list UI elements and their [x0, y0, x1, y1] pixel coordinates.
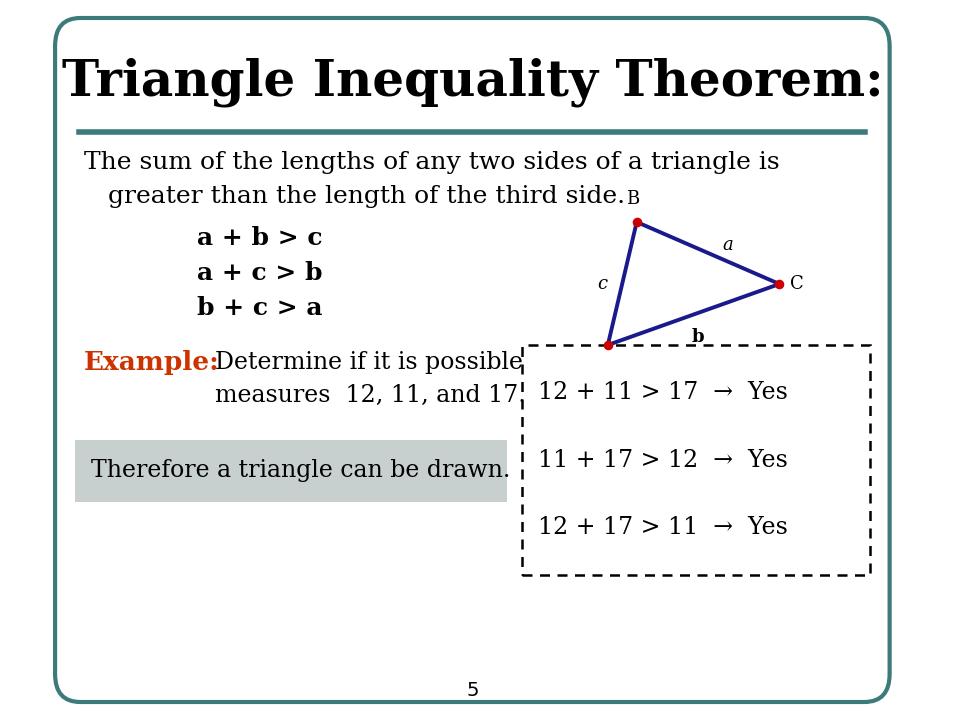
Text: B: B [627, 190, 639, 208]
FancyBboxPatch shape [75, 440, 507, 502]
Text: Therefore a triangle can be drawn.: Therefore a triangle can be drawn. [91, 459, 511, 482]
Text: measures  12, 11, and 17.: measures 12, 11, and 17. [215, 384, 526, 407]
Text: a: a [723, 236, 733, 254]
FancyBboxPatch shape [522, 345, 870, 575]
Text: The sum of the lengths of any two sides of a triangle is: The sum of the lengths of any two sides … [84, 150, 780, 174]
Point [629, 216, 644, 228]
Text: Determine if it is possible to draw a triangle with side: Determine if it is possible to draw a tr… [215, 351, 862, 374]
Point [772, 278, 787, 289]
Text: c: c [597, 274, 608, 292]
FancyBboxPatch shape [55, 18, 890, 702]
Text: 12 + 11 > 17  →  Yes: 12 + 11 > 17 → Yes [539, 380, 788, 403]
Text: A: A [588, 359, 601, 377]
Text: a + b > c: a + b > c [197, 226, 323, 250]
Text: b + c > a: b + c > a [197, 296, 323, 320]
Text: 11 + 17 > 12  →  Yes: 11 + 17 > 12 → Yes [539, 449, 788, 472]
Text: 5: 5 [467, 680, 479, 700]
Text: greater than the length of the third side.: greater than the length of the third sid… [84, 184, 625, 207]
Text: Example:: Example: [84, 349, 220, 374]
Text: Triangle Inequality Theorem:: Triangle Inequality Theorem: [61, 58, 883, 107]
Text: a + c > b: a + c > b [197, 261, 323, 285]
Text: C: C [790, 275, 804, 293]
Text: b: b [692, 328, 705, 346]
Text: 12 + 17 > 11  →  Yes: 12 + 17 > 11 → Yes [539, 516, 788, 539]
Point [600, 339, 615, 351]
